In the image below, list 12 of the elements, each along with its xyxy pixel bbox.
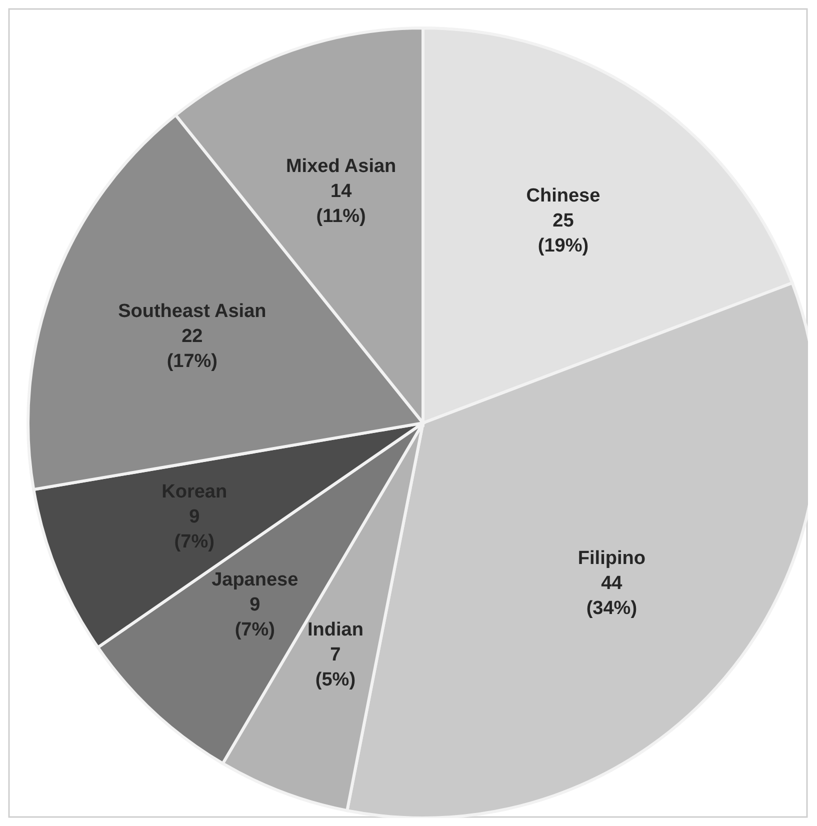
slice-label: Filipino [578,548,646,569]
slice-label: Chinese [526,185,600,206]
slice-label: Indian [307,619,364,640]
data-label: 9 (7%) [234,594,275,640]
data-label: 25 (19%) [538,210,589,256]
data-label: 7 (5%) [315,644,356,690]
data-label: 44 (34%) [586,572,638,619]
data-label: 14 (11%) [316,180,366,227]
slice-label: Japanese [212,569,298,590]
slice-label: Mixed Asian [286,156,396,177]
data-label: 22 (17%) [166,326,218,372]
slice-label: Southeast Asian [118,301,266,322]
